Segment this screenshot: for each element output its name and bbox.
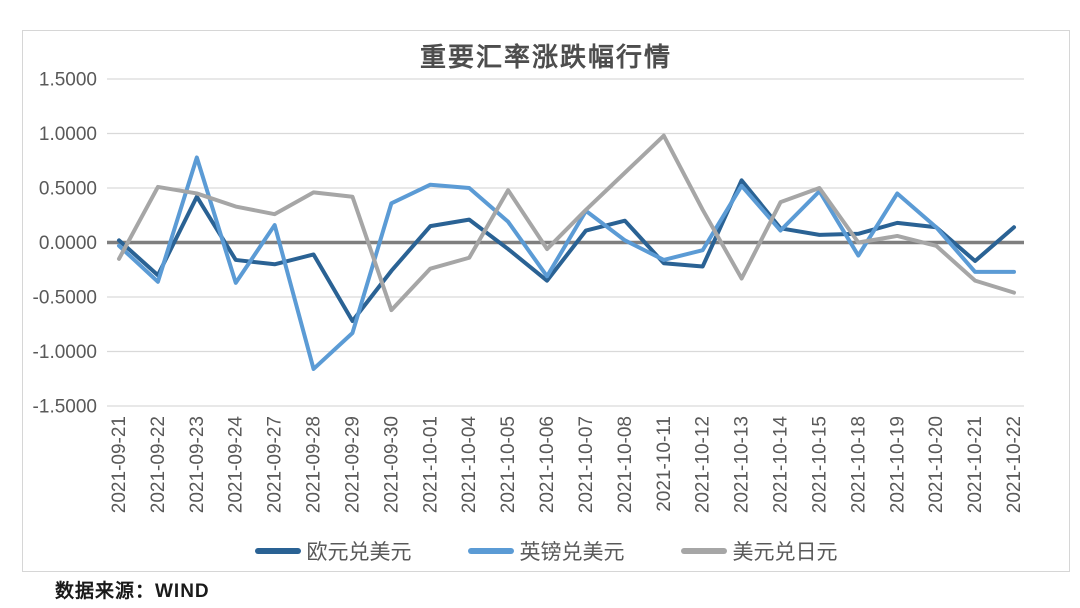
x-tick-label: 2021-10-08 (615, 416, 636, 513)
y-tick-label: -1.5000 (33, 397, 97, 418)
x-tick-label: 2021-10-18 (848, 416, 869, 513)
x-tick-label: 2021-09-30 (381, 416, 402, 513)
legend-item: 英镑兑美元 (467, 536, 625, 566)
x-tick-label: 2021-09-22 (148, 416, 169, 513)
x-tick-label: 2021-10-20 (926, 416, 947, 513)
x-tick-label: 2021-09-29 (342, 416, 363, 513)
x-tick-label: 2021-10-14 (771, 416, 792, 514)
x-tick-label: 2021-10-04 (459, 416, 480, 514)
x-tick-label: 2021-09-28 (304, 416, 325, 513)
legend-label: 欧元兑美元 (306, 541, 412, 564)
legend-swatch (467, 548, 514, 554)
legend-label: 英镑兑美元 (519, 541, 625, 564)
chart-title: 重要汇率涨跌幅行情 (419, 42, 672, 72)
y-tick-label: 1.5000 (39, 70, 97, 91)
x-tick-label: 2021-09-24 (226, 416, 247, 514)
line-chart-plot: 1.5000 1.0000 0.5000 0.0000 -0.5000 -1.0000 -1… (33, 70, 1025, 514)
data-source-note: 数据来源：WIND (55, 581, 210, 602)
x-tick-label: 2021-10-19 (887, 416, 908, 513)
x-tick-label: 2021-10-15 (809, 416, 830, 513)
y-tick-label: 0.0000 (39, 233, 97, 254)
y-tick-label: -0.5000 (33, 288, 97, 309)
y-tick-label: 0.5000 (39, 179, 97, 200)
x-tick-label: 2021-09-23 (187, 416, 208, 513)
x-tick-label: 2021-09-27 (265, 416, 286, 513)
x-tick-label: 2021-10-13 (732, 416, 753, 513)
x-tick-label: 2021-10-01 (420, 416, 441, 513)
series-line-欧元兑美元 (117, 178, 1016, 323)
x-tick-label: 2021-10-21 (965, 416, 986, 513)
x-tick-label: 2021-10-22 (1004, 416, 1025, 513)
chart-frame: 重要汇率涨跌幅行情 1.5000 1.0000 0.5000 0.0000 -0.500… (22, 30, 1070, 572)
x-tick-label: 2021-10-07 (576, 416, 597, 513)
legend-item: 美元兑日元 (680, 536, 838, 566)
series-line-美元兑日元 (117, 133, 1016, 313)
chart-legend: 欧元兑美元 英镑兑美元 美元兑日元 (23, 536, 1069, 566)
legend-label: 美元兑日元 (732, 541, 838, 564)
x-tick-label: 2021-10-06 (537, 416, 558, 513)
legend-item: 欧元兑美元 (254, 536, 412, 566)
legend-swatch (680, 548, 727, 554)
y-tick-label: -1.0000 (33, 342, 97, 363)
x-tick-label: 2021-10-12 (693, 416, 714, 513)
y-tick-label: 1.0000 (39, 124, 97, 145)
x-tick-label: 2021-10-11 (654, 416, 675, 512)
x-tick-label: 2021-09-21 (109, 416, 130, 513)
series-line-英镑兑美元 (117, 155, 1016, 371)
x-tick-label: 2021-10-05 (498, 416, 519, 513)
legend-swatch (254, 548, 301, 554)
